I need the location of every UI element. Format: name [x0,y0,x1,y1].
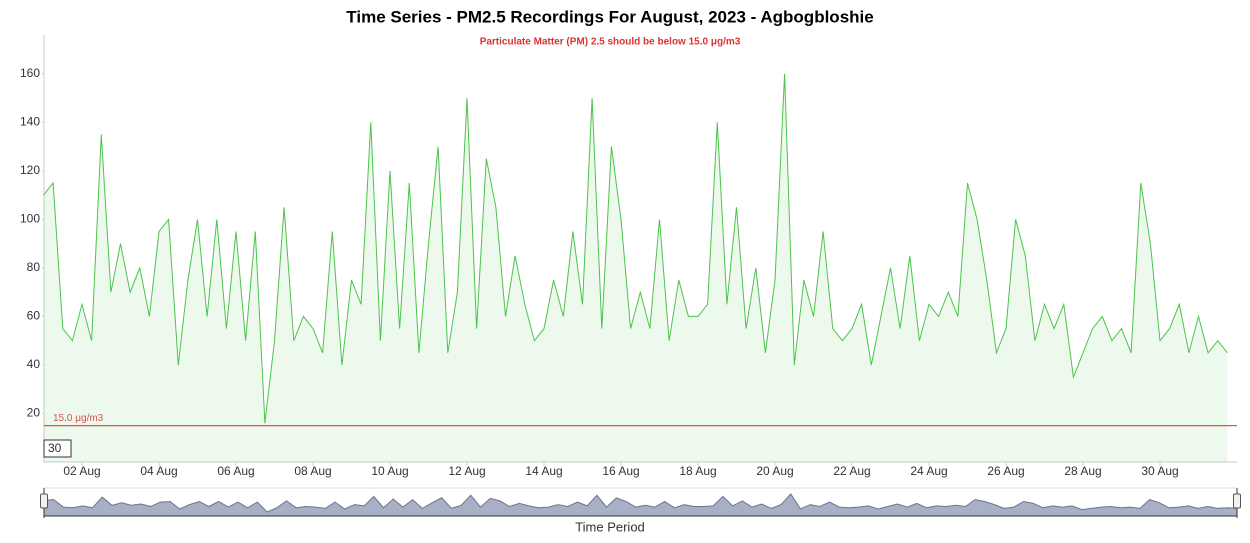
x-tick-label: 30 Aug [1141,464,1178,478]
x-tick-label: 02 Aug [63,464,100,478]
navigator-handle[interactable] [40,493,48,509]
y-tick-label: 120 [20,163,40,177]
x-tick-label: 14 Aug [525,464,562,478]
y-tick-label: 100 [20,212,40,226]
range-input[interactable] [43,439,72,458]
x-tick-label: 04 Aug [140,464,177,478]
y-tick-label: 80 [27,260,41,274]
y-tick-label: 140 [20,115,40,129]
chart-title: Time Series - PM2.5 Recordings For Augus… [346,7,873,26]
range-input-text[interactable]: 30 [48,441,62,455]
x-axis-label: Time Period [575,519,645,534]
line [43,73,1228,424]
navigator-area [43,493,1238,517]
x-tick-label: 26 Aug [987,464,1024,478]
x-tick-label: 16 Aug [602,464,639,478]
y-tick-label: 40 [27,357,41,371]
x-tick-label: 20 Aug [756,464,793,478]
threshold-label: 15.0 μg/m3 [53,413,104,424]
chart-subtitle: Particulate Matter (PM) 2.5 should be be… [480,37,741,48]
y-tick-label: 60 [27,309,41,323]
x-tick-label: 24 Aug [910,464,947,478]
area [43,73,1228,463]
navigator-handle[interactable] [1233,493,1241,509]
x-tick-label: 06 Aug [217,464,254,478]
x-tick-label: 18 Aug [679,464,716,478]
x-tick-label: 08 Aug [294,464,331,478]
y-tick-label: 20 [27,406,41,420]
x-tick-label: 28 Aug [1064,464,1101,478]
y-tick-label: 160 [20,66,40,80]
x-tick-label: 22 Aug [833,464,870,478]
x-tick-label: 10 Aug [371,464,408,478]
x-tick-label: 12 Aug [448,464,485,478]
